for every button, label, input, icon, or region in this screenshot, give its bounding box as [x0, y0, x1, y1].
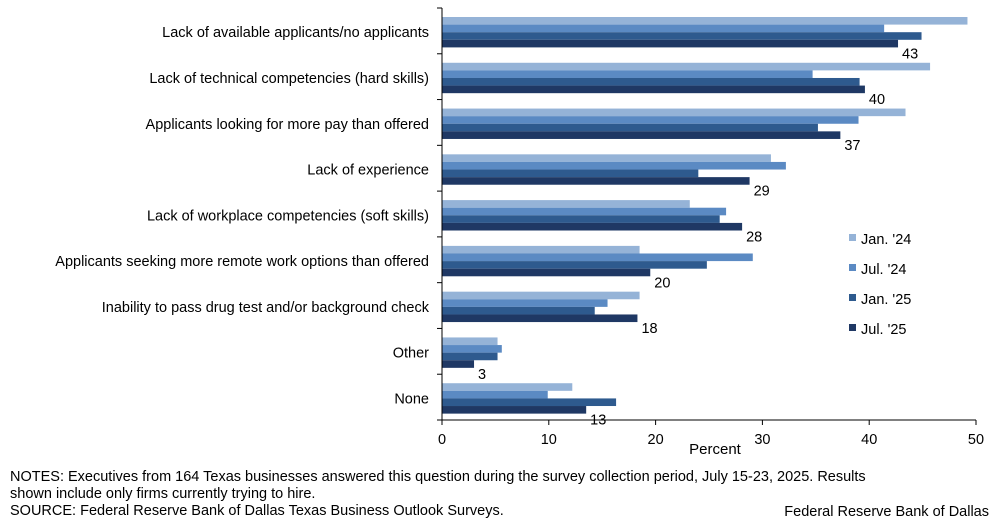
- notes: NOTES: Executives from 164 Texas busines…: [10, 469, 970, 520]
- legend-label: Jul. '24: [861, 262, 907, 278]
- category-label: Lack of experience: [307, 163, 429, 179]
- bar-8-series-1: [442, 337, 498, 346]
- data-label: 3: [478, 367, 486, 383]
- legend-label: Jul. '25: [861, 322, 907, 338]
- bar-6-series-3: [442, 261, 707, 269]
- bar-7-series-4: [442, 314, 638, 323]
- legend-swatch: [849, 234, 856, 241]
- bar-2-series-4: [442, 85, 865, 94]
- credit-text: Federal Reserve Bank of Dallas: [784, 504, 989, 520]
- bar-4-series-3: [442, 169, 699, 178]
- x-tick-label: 0: [438, 432, 446, 448]
- category-label: Lack of workplace competencies (soft ski…: [147, 208, 429, 224]
- data-label: 18: [641, 321, 657, 337]
- bar-1-series-2: [442, 24, 885, 33]
- category-label: Applicants seeking more remote work opti…: [55, 254, 429, 270]
- bar-4-series-1: [442, 154, 771, 162]
- bar-6-series-4: [442, 268, 651, 277]
- bar-9-series-1: [442, 383, 573, 391]
- bar-9-series-4: [442, 406, 587, 414]
- category-label: Lack of technical competencies (hard ski…: [149, 71, 429, 87]
- x-tick-label: 30: [754, 432, 770, 448]
- bar-7-series-1: [442, 291, 640, 300]
- bar-8-series-4: [442, 360, 475, 368]
- source-line: SOURCE: Federal Reserve Bank of Dallas T…: [10, 503, 504, 519]
- data-label: 43: [902, 46, 918, 62]
- category-label: Inability to pass drug test and/or backg…: [102, 300, 430, 316]
- bar-2-series-1: [442, 62, 931, 71]
- bar-8-series-3: [442, 352, 498, 361]
- bar-3-series-2: [442, 116, 859, 124]
- data-label: 37: [844, 138, 860, 154]
- bar-5-series-4: [442, 222, 743, 231]
- bar-5-series-3: [442, 215, 720, 223]
- bar-3-series-3: [442, 123, 818, 132]
- bar-chart: Lack of available applicants/no applican…: [55, 7, 984, 458]
- bar-1-series-1: [442, 17, 968, 25]
- data-label: 29: [754, 184, 770, 200]
- notes-line-2: shown include only firms currently tryin…: [10, 486, 316, 502]
- bar-5-series-1: [442, 200, 690, 208]
- bar-7-series-3: [442, 306, 595, 315]
- category-label: Other: [393, 346, 429, 362]
- data-label: 28: [746, 230, 762, 246]
- legend-label: Jan. '24: [861, 232, 911, 248]
- data-label: 40: [869, 92, 885, 108]
- x-tick-label: 50: [968, 432, 984, 448]
- x-tick-label: 10: [541, 432, 557, 448]
- bar-1-series-3: [442, 32, 922, 40]
- data-label: 13: [590, 413, 606, 429]
- legend-swatch: [849, 264, 856, 271]
- bar-4-series-4: [442, 177, 750, 185]
- x-tick-label: 20: [648, 432, 664, 448]
- notes-line-1: NOTES: Executives from 164 Texas busines…: [10, 469, 866, 485]
- bar-2-series-3: [442, 77, 860, 86]
- bar-5-series-2: [442, 207, 727, 216]
- bar-8-series-2: [442, 345, 502, 353]
- category-label: Applicants looking for more pay than off…: [146, 117, 429, 133]
- bar-6-series-1: [442, 245, 640, 254]
- bar-6-series-2: [442, 253, 753, 262]
- bar-3-series-4: [442, 131, 841, 139]
- category-label: Lack of available applicants/no applican…: [162, 25, 429, 41]
- legend-label: Jan. '25: [861, 292, 911, 308]
- bar-7-series-2: [442, 299, 608, 307]
- bar-3-series-1: [442, 108, 906, 117]
- x-tick-label: 40: [861, 432, 877, 448]
- x-axis-label: Percent: [689, 441, 742, 458]
- bar-9-series-3: [442, 398, 617, 407]
- category-label: None: [394, 391, 429, 407]
- legend-swatch: [849, 324, 856, 331]
- bar-9-series-2: [442, 390, 548, 399]
- legend-swatch: [849, 294, 856, 301]
- bar-4-series-2: [442, 161, 786, 170]
- bar-1-series-4: [442, 39, 899, 48]
- data-label: 20: [654, 275, 670, 291]
- bar-2-series-2: [442, 70, 813, 78]
